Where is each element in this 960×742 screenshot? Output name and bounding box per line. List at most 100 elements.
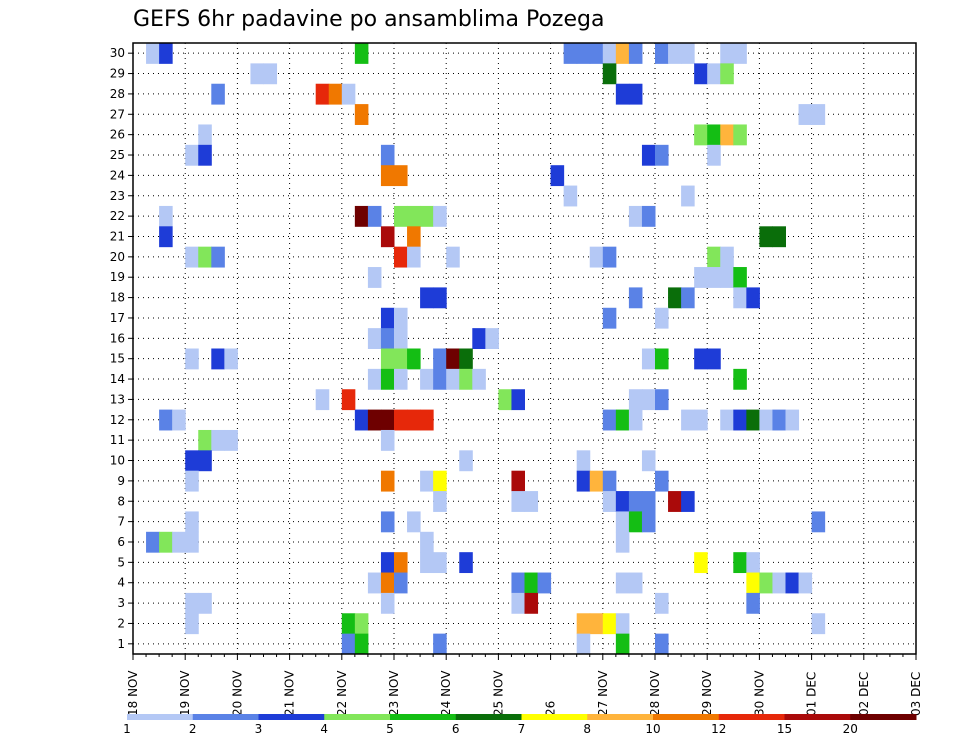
heat-cell xyxy=(420,368,434,390)
heat-cell xyxy=(641,144,656,166)
heat-cell xyxy=(602,307,617,329)
heat-cell xyxy=(198,124,212,146)
heat-cell xyxy=(394,348,408,370)
heat-cell xyxy=(459,368,473,390)
y-tick-label: 12 xyxy=(110,413,125,427)
heat-cell xyxy=(420,531,434,553)
heat-cell xyxy=(576,450,591,472)
heat-cell xyxy=(602,470,617,492)
heat-cell xyxy=(733,267,747,288)
colorbar-label: 8 xyxy=(583,722,591,736)
heat-cell xyxy=(772,572,786,594)
heat-cell xyxy=(394,307,408,329)
y-tick-label: 4 xyxy=(117,576,125,590)
heat-cell xyxy=(785,409,800,431)
y-tick-label: 19 xyxy=(110,270,125,284)
colorbar-swatch xyxy=(784,714,851,720)
x-tick-label: 02 DEC xyxy=(857,672,871,716)
y-tick-label: 7 xyxy=(117,515,125,529)
heat-cell xyxy=(746,287,760,309)
heat-cell xyxy=(759,409,773,431)
heat-cell xyxy=(498,389,512,411)
heat-cell xyxy=(694,348,708,370)
y-tick-label: 30 xyxy=(110,46,125,60)
x-tick-label: 18 NOV xyxy=(126,670,140,716)
heat-cell xyxy=(380,511,395,533)
heat-cell xyxy=(655,144,669,166)
heat-cell xyxy=(628,409,643,431)
y-tick-label: 10 xyxy=(110,454,125,468)
heat-cell xyxy=(707,267,721,288)
heat-cell xyxy=(354,43,369,64)
heat-cell xyxy=(655,592,669,614)
x-tick-label: 23 NOV xyxy=(387,670,401,716)
heat-cell xyxy=(720,409,734,431)
heat-cell xyxy=(341,633,356,655)
heat-cell xyxy=(407,348,421,370)
heat-cell xyxy=(185,511,199,533)
heat-cell xyxy=(341,613,356,635)
heat-cell xyxy=(185,592,199,614)
heat-cell xyxy=(589,43,604,64)
x-tick-label: 21 NOV xyxy=(283,670,297,716)
heat-cell xyxy=(759,226,773,248)
y-tick-label: 18 xyxy=(110,291,125,305)
heat-cell xyxy=(446,348,460,370)
heat-cell xyxy=(224,429,238,451)
heat-cell xyxy=(628,205,643,227)
heat-cell xyxy=(694,267,708,288)
heat-cell xyxy=(354,633,369,655)
heat-cell xyxy=(407,205,421,227)
heat-cell xyxy=(655,389,669,411)
heat-cell xyxy=(655,633,669,655)
heat-cell xyxy=(198,144,212,166)
heat-cell xyxy=(394,205,408,227)
heat-cell xyxy=(185,450,199,472)
heat-cell xyxy=(550,165,565,187)
y-tick-label: 15 xyxy=(110,352,125,366)
heat-cell xyxy=(733,552,747,574)
colorbar-swatch xyxy=(324,714,391,720)
heat-cell xyxy=(380,226,395,248)
heat-cell xyxy=(628,83,643,105)
heat-cell xyxy=(354,104,369,125)
colorbar-swatch xyxy=(192,714,259,720)
heat-cell xyxy=(159,531,173,553)
heat-cell xyxy=(394,368,408,390)
heat-cell xyxy=(668,491,682,512)
heat-cell xyxy=(602,613,617,635)
colorbar-swatch xyxy=(390,714,457,720)
heat-cell xyxy=(211,348,225,370)
colorbar-label: 2 xyxy=(189,722,197,736)
x-tick-label: 24 NOV xyxy=(439,670,453,716)
heat-cell xyxy=(433,552,447,574)
heat-cell xyxy=(628,43,643,64)
heat-cell xyxy=(380,307,395,329)
heat-cell xyxy=(589,470,604,492)
y-tick-label: 25 xyxy=(110,148,125,162)
heat-cell xyxy=(211,246,225,268)
heat-cell xyxy=(394,328,408,349)
x-tick-label: 19 NOV xyxy=(178,670,192,716)
heat-cell xyxy=(420,409,434,431)
heat-cell xyxy=(576,613,591,635)
colorbar-label: 7 xyxy=(518,722,526,736)
heat-cell xyxy=(628,491,643,512)
heat-cell xyxy=(446,246,460,268)
heat-cell xyxy=(733,124,747,146)
heat-cell xyxy=(211,429,225,451)
heat-cell xyxy=(746,552,760,574)
heat-cell xyxy=(354,409,369,431)
heat-cell xyxy=(694,63,708,85)
heat-cell xyxy=(472,328,486,349)
heat-cell xyxy=(185,348,199,370)
heat-cell xyxy=(772,409,786,431)
heat-cell xyxy=(694,552,708,574)
heat-cell xyxy=(159,409,173,431)
colorbar-swatch xyxy=(127,714,194,720)
heat-cell xyxy=(524,491,539,512)
heat-cell xyxy=(602,43,617,64)
heat-cell xyxy=(811,511,826,533)
heat-cell xyxy=(394,165,408,187)
y-tick-label: 8 xyxy=(117,494,125,508)
